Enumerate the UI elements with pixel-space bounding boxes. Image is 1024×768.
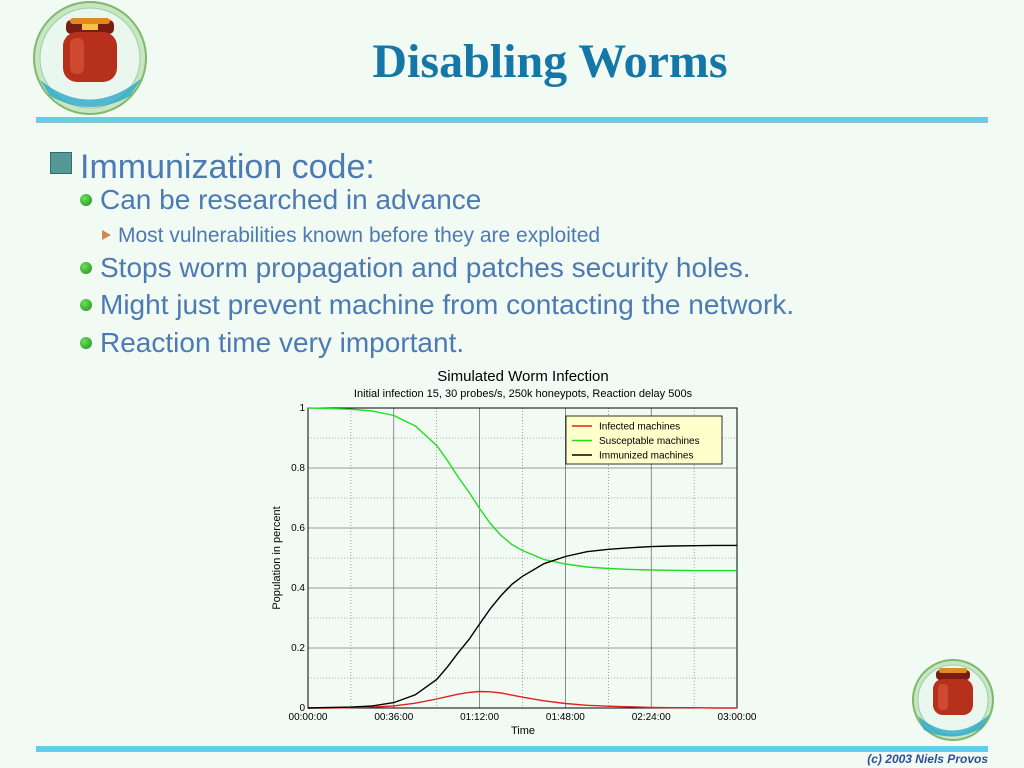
y-tick-label: 0.2 [291,643,305,654]
x-axis-label: Time [511,725,535,737]
x-tick-label: 02:24:00 [632,712,671,723]
arrow-bullet-icon [102,230,111,240]
bullet-1: Can be researched in advance [80,184,481,216]
worm-infection-chart: Simulated Worm Infection Initial infecti… [271,368,757,737]
round-bullet-icon [80,299,92,311]
bullet-3: Might just prevent machine from contacti… [80,289,794,321]
legend-label: Infected machines [599,422,680,433]
series-lines [307,407,737,709]
copyright-footer: (c) 2003 Niels Provos [867,752,988,766]
x-tick-label: 01:12:00 [460,712,499,723]
y-tick-label: 0.8 [291,463,305,474]
bullet-main: Immunization code: [50,148,375,187]
y-tick-label: 0.6 [291,523,305,534]
honey-jar-logo-top [33,1,147,115]
bullet-2-text: Stops worm propagation and patches secur… [100,252,751,283]
title-divider [36,117,988,123]
chart-title: Simulated Worm Infection [437,368,608,385]
legend-label: Susceptable machines [599,436,700,447]
bullet-1-sub-text: Most vulnerabilities known before they a… [118,224,601,247]
bullet-1-sub: Most vulnerabilities known before they a… [102,224,600,248]
series-line-infected-machines [308,690,737,709]
bullet-list: Immunization code: Can be researched in … [0,0,1024,380]
chart-legend: Infected machines Susceptable machines Imm… [565,415,723,465]
legend-label: Immunized machines [599,451,693,462]
bullet-3-text: Might just prevent machine from contacti… [100,289,795,320]
honey-jar-logo-bottom [912,659,994,741]
round-bullet-icon [80,337,92,349]
y-tick-label: 0.4 [291,583,305,594]
bullet-4-text: Reaction time very important. [100,327,465,358]
round-bullet-icon [80,262,92,274]
bullet-1-text: Can be researched in advance [100,184,482,215]
axis-ticks: 00:00:00 00:36:00 01:12:00 01:48:00 02:24:00… [289,403,757,723]
y-tick-label: 1 [299,403,305,414]
series-line-susceptable-machines [307,407,737,572]
x-tick-label: 03:00:00 [718,712,757,723]
round-bullet-icon [80,194,92,206]
y-tick-label: 0 [299,703,305,714]
honey-jar-icon [63,18,117,82]
bullet-4: Reaction time very important. [80,327,464,359]
honey-jar-icon [933,668,973,715]
bullet-main-text: Immunization code: [80,148,375,186]
series-line-immunized-machines [307,544,737,709]
slide-title: Disabling Worms [372,35,728,88]
chart-subtitle: Initial infection 15, 30 probes/s, 250k … [354,388,693,400]
bullet-2: Stops worm propagation and patches secur… [80,252,751,284]
x-tick-label: 00:36:00 [374,712,413,723]
square-bullet-icon [50,152,72,174]
y-axis-label: Population in percent [271,506,283,609]
plot-area-frame [307,407,738,709]
x-tick-label: 01:48:00 [546,712,585,723]
x-tick-label: 00:00:00 [289,712,328,723]
footer-divider [36,746,988,752]
